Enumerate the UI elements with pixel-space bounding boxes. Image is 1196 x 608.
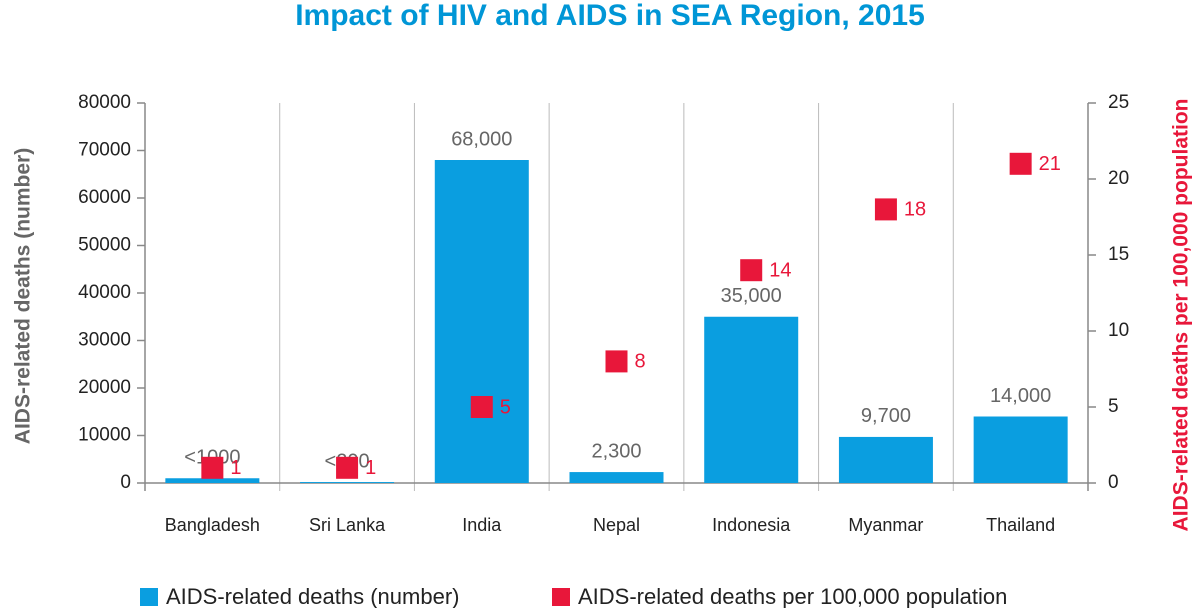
bar (434, 160, 529, 483)
marker-value-label: 1 (230, 457, 241, 479)
marker-value-label: 8 (635, 351, 646, 373)
bar (838, 436, 933, 483)
marker-value-label: 14 (769, 259, 791, 281)
marker (605, 350, 628, 373)
y2-tick-label: 20 (1108, 168, 1129, 189)
marker-value-label: 1 (365, 457, 376, 479)
y2-tick-label: 5 (1108, 396, 1119, 417)
marker-value-label: 5 (500, 396, 511, 418)
bar (165, 478, 260, 483)
x-tick-label: Thailand (986, 515, 1055, 535)
x-tick-label: Bangladesh (165, 515, 260, 535)
legend-label: AIDS-related deaths (number) (166, 584, 459, 608)
x-tick-label: Sri Lanka (309, 515, 386, 535)
bar (300, 482, 395, 483)
x-tick-label: Indonesia (712, 515, 791, 535)
bar (973, 416, 1068, 483)
marker (336, 456, 359, 479)
y2-axis-title: AIDS-related deaths per 100,000 populati… (1170, 99, 1193, 532)
legend-label: AIDS-related deaths per 100,000 populati… (578, 584, 1007, 608)
y-tick-label: 20000 (78, 377, 131, 398)
bar-value-label: 2,300 (591, 440, 641, 462)
legend-swatch (140, 588, 158, 606)
y-tick-label: 10000 (78, 425, 131, 446)
y2-tick-label: 0 (1108, 472, 1119, 493)
x-tick-label: Myanmar (848, 515, 923, 535)
marker-value-label: 18 (904, 199, 926, 221)
marker (1009, 152, 1032, 175)
y2-tick-label: 25 (1108, 92, 1129, 113)
bar-value-label: 68,000 (451, 128, 512, 150)
marker (470, 396, 493, 418)
marker-value-label: 21 (1039, 153, 1061, 175)
bar (569, 472, 664, 483)
marker (874, 198, 897, 221)
y2-tick-label: 15 (1108, 244, 1129, 265)
y2-tick-label: 10 (1108, 320, 1129, 341)
y-tick-label: 50000 (78, 235, 131, 256)
bar-value-label: 35,000 (721, 285, 782, 307)
legend-swatch (552, 588, 570, 606)
marker (740, 259, 763, 282)
marker (201, 456, 224, 479)
bar-value-label: 9,700 (861, 405, 911, 427)
y-tick-label: 30000 (78, 330, 131, 351)
y-tick-label: 40000 (78, 282, 131, 303)
x-tick-label: Nepal (593, 515, 640, 535)
y-tick-label: 60000 (78, 187, 131, 208)
y-tick-label: 0 (120, 472, 131, 493)
bar-value-label: 14,000 (990, 385, 1051, 407)
chart-title: Impact of HIV and AIDS in SEA Region, 20… (295, 0, 925, 32)
y-axis-title: AIDS-related deaths (number) (12, 148, 35, 444)
y-tick-label: 80000 (78, 92, 131, 113)
y-tick-label: 70000 (78, 140, 131, 161)
x-tick-label: India (462, 515, 502, 535)
bar (704, 316, 799, 483)
